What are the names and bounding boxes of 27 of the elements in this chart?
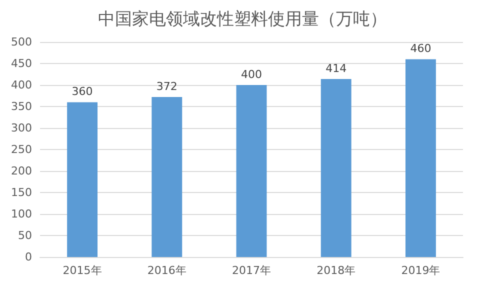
bar — [405, 59, 436, 257]
chart-title: 中国家电领域改性塑料使用量（万吨） — [98, 10, 387, 30]
y-tick-label: 200 — [11, 164, 32, 178]
data-label: 400 — [241, 68, 262, 81]
data-label: 360 — [72, 85, 93, 98]
bar — [320, 78, 352, 257]
data-label: 372 — [156, 80, 178, 94]
bar — [236, 85, 267, 257]
y-tick-label: 400 — [11, 78, 32, 92]
data-label: 414 — [326, 62, 347, 75]
y-tick-label: 150 — [11, 186, 32, 199]
y-tick-label: 50 — [18, 229, 32, 242]
y-tick-label: 350 — [11, 100, 32, 113]
y-tick-label: 100 — [11, 208, 32, 220]
y-tick-label: 0 — [25, 250, 32, 264]
x-tick-label: 2018年 — [316, 264, 356, 277]
x-tick-label: 2015年 — [62, 264, 102, 277]
bar — [152, 97, 182, 257]
bar — [67, 102, 98, 257]
x-tick-label: 2019年 — [401, 264, 440, 277]
y-tick-label: 250 — [11, 143, 32, 156]
data-label: 460 — [410, 42, 432, 56]
x-tick-label: 2016年 — [147, 264, 186, 277]
y-tick-label: 300 — [11, 122, 32, 134]
x-tick-label: 2017年 — [232, 264, 271, 277]
y-tick-label: 450 — [11, 57, 32, 70]
y-tick-label: 500 — [11, 36, 32, 48]
